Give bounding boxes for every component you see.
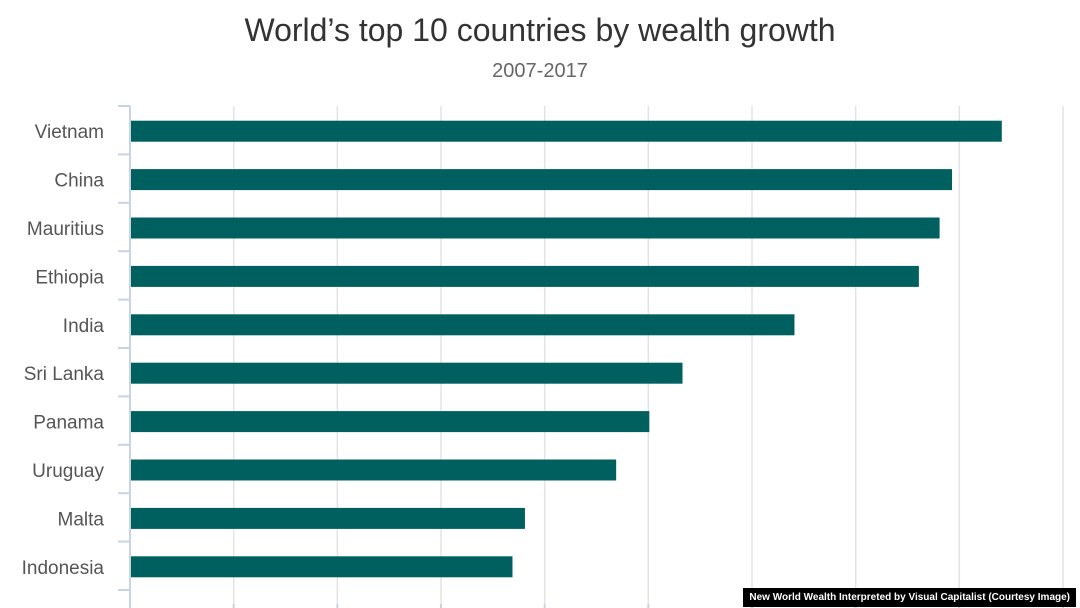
- category-label: Panama: [33, 413, 104, 434]
- bars: [131, 120, 1002, 578]
- bar-mauritius: [131, 217, 940, 239]
- bar-china: [131, 169, 953, 191]
- chart-title: World’s top 10 countries by wealth growt…: [244, 12, 836, 48]
- category-label: India: [63, 316, 105, 337]
- category-label: Mauritius: [27, 219, 104, 240]
- category-label: Sri Lanka: [24, 364, 105, 385]
- bar-ethiopia: [131, 265, 919, 287]
- bar-vietnam: [131, 120, 1002, 142]
- category-label: Indonesia: [22, 558, 105, 579]
- bar-panama: [131, 411, 650, 433]
- bar-uruguay: [131, 459, 617, 481]
- image-credit: New World Wealth Interpreted by Visual C…: [743, 588, 1076, 607]
- bar-india: [131, 314, 795, 336]
- category-label: Ethiopia: [35, 267, 104, 288]
- category-labels: Vietnam China Mauritius Ethiopia India Sri La…: [22, 122, 105, 579]
- category-axis: [118, 105, 131, 608]
- category-label: China: [54, 171, 104, 192]
- bar-malta: [131, 507, 525, 529]
- chart-subtitle: 2007-2017: [492, 60, 588, 82]
- category-label: Vietnam: [35, 122, 104, 143]
- bar-sri-lanka: [131, 362, 683, 384]
- category-label: Malta: [58, 509, 105, 530]
- category-label: Uruguay: [32, 461, 104, 482]
- bar-indonesia: [131, 556, 513, 578]
